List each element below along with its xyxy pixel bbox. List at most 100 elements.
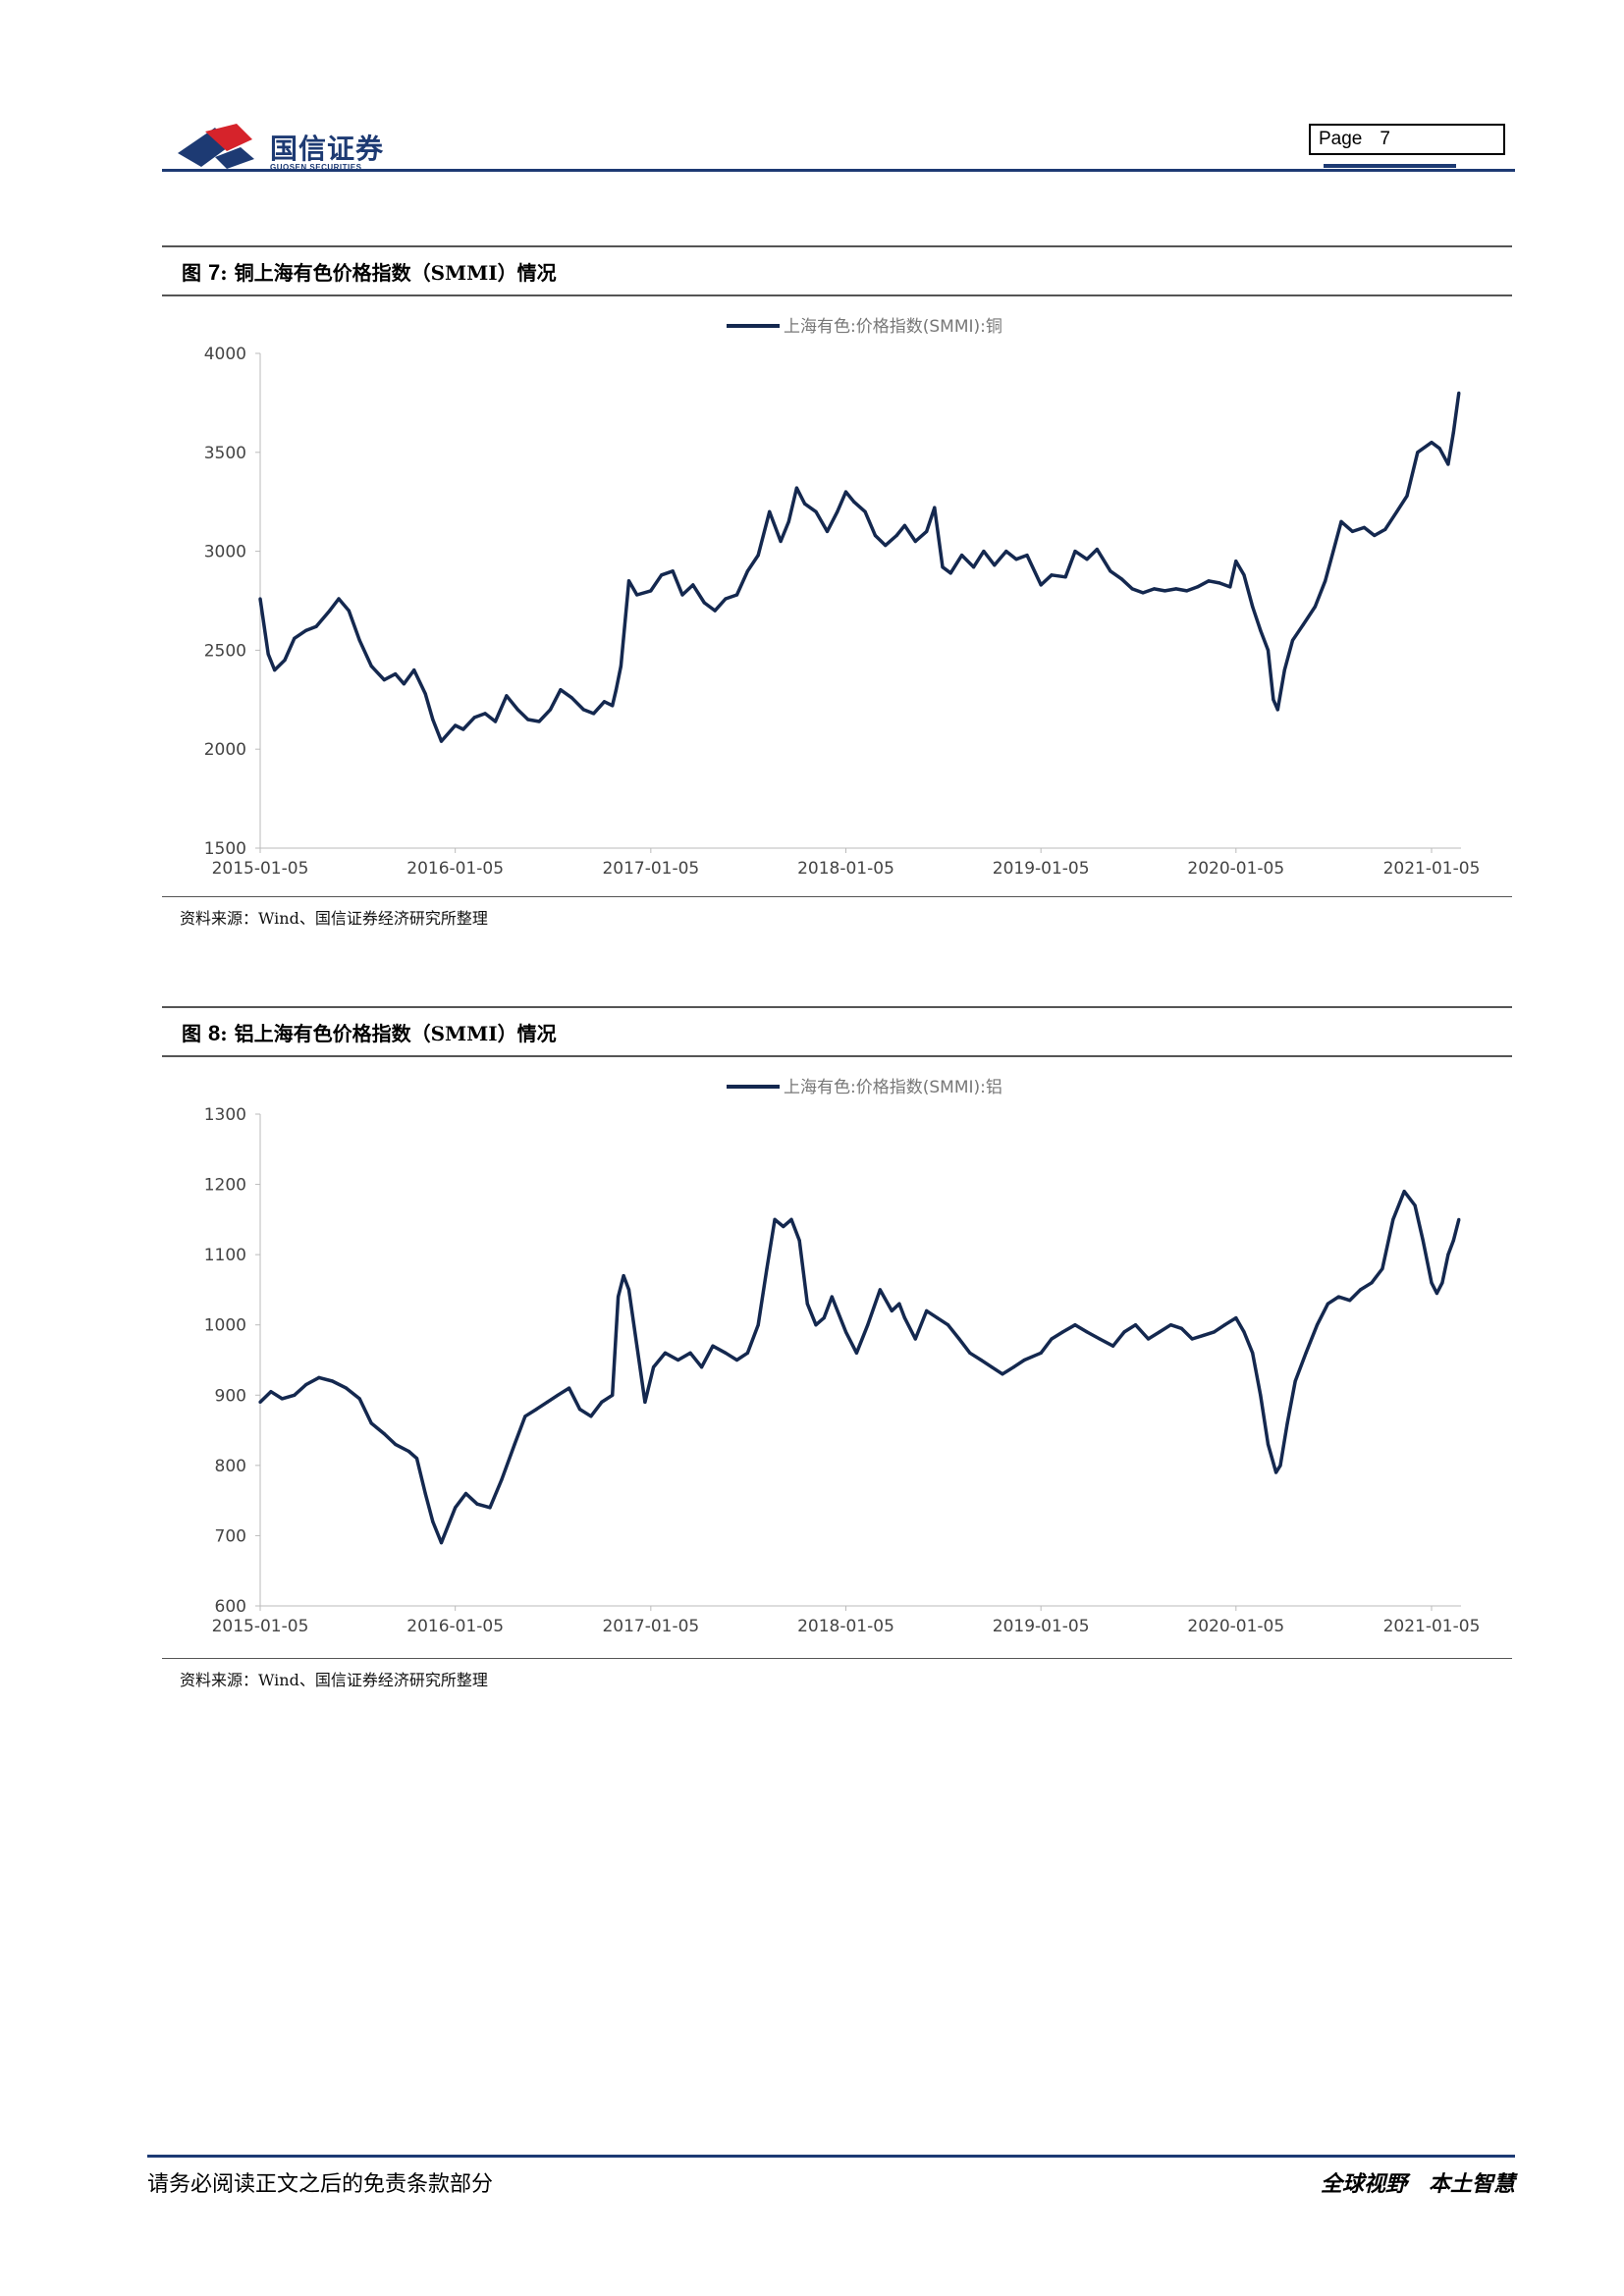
data-point <box>1085 1330 1089 1334</box>
figure-bottom-rule <box>162 1658 1512 1659</box>
data-point <box>925 1308 929 1312</box>
data-point <box>913 539 917 544</box>
data-point <box>602 700 607 704</box>
data-point <box>890 1308 893 1312</box>
data-point <box>635 593 639 597</box>
figure-title-text: 铝上海有色价格指数（SMMI）情况 <box>234 1022 557 1045</box>
x-tick-label: 2018-01-05 <box>797 859 894 879</box>
data-point <box>1359 1288 1363 1292</box>
data-point <box>1185 589 1189 593</box>
data-point <box>1395 509 1399 513</box>
data-point <box>330 1379 335 1383</box>
data-point <box>652 1365 656 1369</box>
data-point <box>614 688 619 692</box>
data-point <box>1350 529 1355 533</box>
x-tick-label: 2016-01-05 <box>406 859 504 879</box>
data-point <box>779 539 783 544</box>
chart-aluminium-smmi: 600 700 800 900 1000 1100 1200 1300 2015-01-05 20… <box>204 1078 1481 1636</box>
figure-source: 资料来源：Wind、国信证券经济研究所整理 <box>180 909 488 928</box>
data-point <box>347 609 351 613</box>
series-line <box>258 1189 1461 1545</box>
data-point <box>1158 1330 1162 1334</box>
data-point <box>454 1506 458 1510</box>
y-tick-label: 3000 <box>204 543 246 562</box>
data-point <box>513 1442 516 1446</box>
data-point <box>1168 1323 1172 1327</box>
x-tick-label: 2021-01-05 <box>1383 1617 1481 1636</box>
figure-title-prefix: 图 <box>182 261 201 285</box>
data-point <box>1430 441 1434 445</box>
data-point <box>1111 1344 1115 1348</box>
data-point <box>423 1491 427 1496</box>
data-point <box>936 1316 940 1320</box>
data-point <box>1331 550 1335 554</box>
data-point <box>1242 1330 1246 1334</box>
legend-label: 上海有色:价格指数(SMMI):铝 <box>784 1078 1002 1097</box>
data-point <box>1391 1217 1395 1221</box>
data-point <box>1373 533 1377 538</box>
data-point <box>960 554 964 558</box>
footer-slogan: 全球视野 本土智慧 <box>1321 2166 1515 2198</box>
data-point <box>745 1351 750 1355</box>
data-point <box>1222 1323 1226 1327</box>
page-header: 国信证券 GUOSEN SECURITIES Page 7 <box>162 110 1515 175</box>
company-name-cn: 国信证券 <box>270 133 385 165</box>
data-point <box>814 509 818 513</box>
header-rule <box>162 169 1515 172</box>
figure-top-rule <box>162 1006 1512 1008</box>
y-tick-label: 1300 <box>204 1105 246 1125</box>
data-point <box>1207 579 1211 583</box>
data-point <box>534 1408 538 1412</box>
data-point <box>649 589 653 593</box>
data-point <box>663 1351 668 1355</box>
data-point <box>863 509 867 513</box>
data-point <box>258 1400 262 1404</box>
data-point <box>843 1330 848 1334</box>
data-point <box>724 1351 728 1355</box>
data-point <box>439 739 444 743</box>
data-point <box>671 569 675 573</box>
data-point <box>1266 1442 1271 1446</box>
data-point <box>337 597 341 601</box>
legend-label: 上海有色:价格指数(SMMI):铜 <box>784 317 1002 337</box>
data-point <box>461 727 465 731</box>
data-point <box>1451 431 1455 435</box>
data-point <box>933 506 937 509</box>
page-number: 7 <box>1380 129 1390 149</box>
data-point <box>1001 1372 1004 1376</box>
footer-rule <box>147 2155 1515 2158</box>
figure-8: 图 8: 铝上海有色价格指数（SMMI）情况 600 700 800 900 1000 1… <box>162 1006 1512 1693</box>
data-point <box>1446 1253 1450 1256</box>
data-point <box>805 1302 809 1306</box>
data-point <box>402 682 406 686</box>
data-point <box>724 597 728 601</box>
data-point <box>1242 573 1246 577</box>
data-point <box>1014 558 1018 561</box>
y-tick-label: 4000 <box>204 345 246 364</box>
data-point <box>1421 1239 1425 1243</box>
data-point <box>830 1295 834 1299</box>
company-name-en: GUOSEN SECURITIES <box>270 163 362 172</box>
data-point <box>1218 581 1221 585</box>
data-point <box>515 708 519 712</box>
data-point <box>1098 1337 1102 1341</box>
data-point <box>394 672 398 676</box>
data-point <box>786 519 790 523</box>
data-point <box>1266 648 1271 652</box>
data-point <box>902 1316 907 1320</box>
figure-title-prefix: 图 <box>182 1022 201 1045</box>
data-point <box>258 597 262 601</box>
data-point <box>568 1386 571 1390</box>
data-point <box>643 1400 647 1404</box>
figure-top-rule <box>162 245 1512 247</box>
data-point <box>357 638 361 642</box>
data-point <box>1025 554 1029 558</box>
data-point <box>414 1457 419 1461</box>
data-point <box>1196 585 1200 589</box>
data-point <box>569 696 573 700</box>
data-point <box>1430 1281 1434 1285</box>
data-point <box>626 1288 631 1292</box>
data-point <box>1282 668 1286 672</box>
data-point <box>280 1397 284 1401</box>
data-point <box>1039 583 1043 587</box>
